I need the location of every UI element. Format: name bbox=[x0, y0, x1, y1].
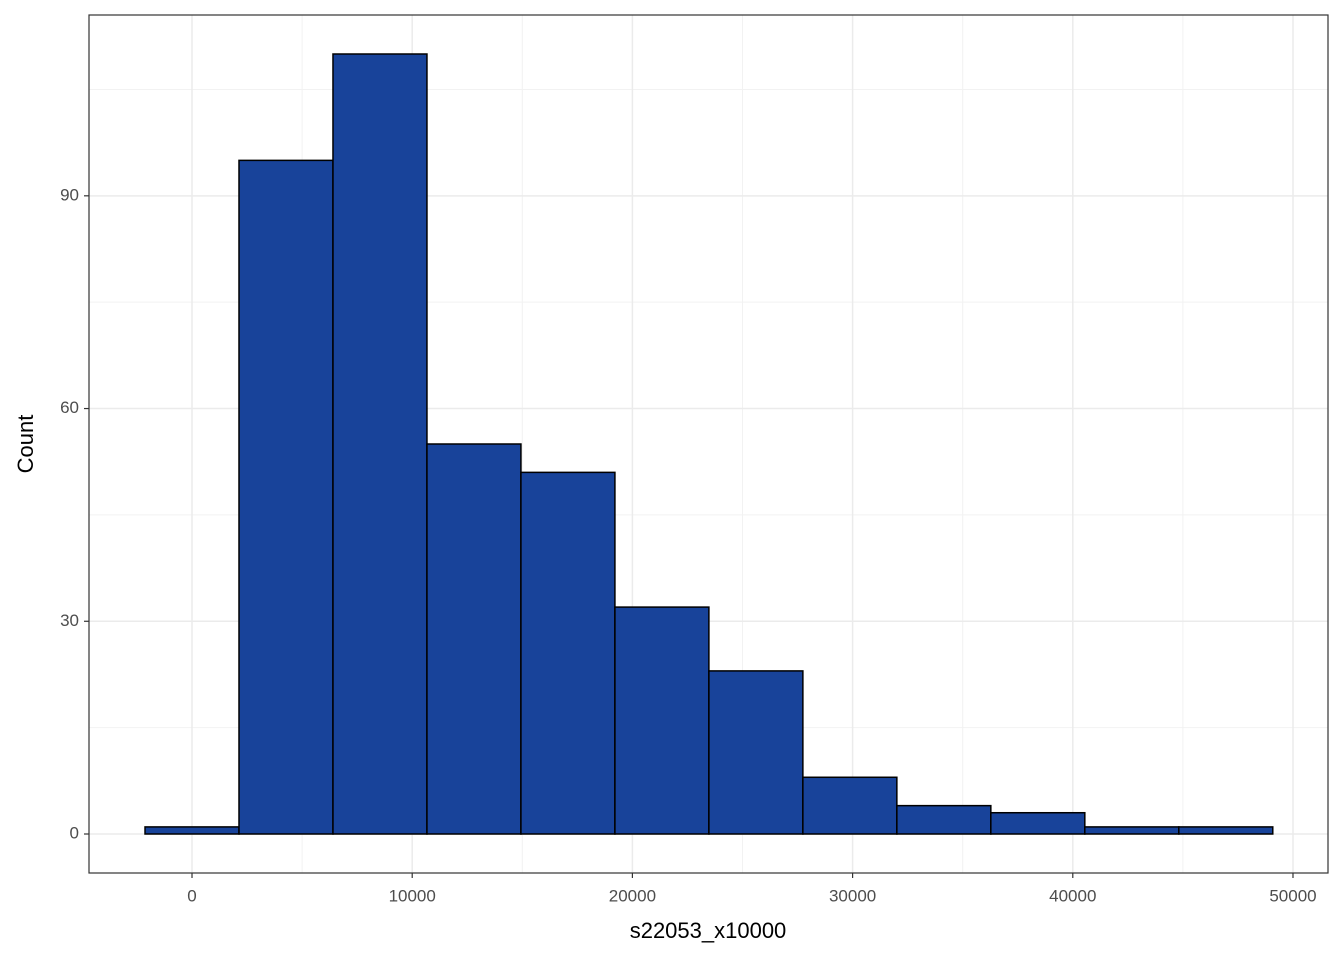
x-tick-label: 10000 bbox=[389, 886, 436, 905]
bar bbox=[520, 471, 616, 835]
bar bbox=[614, 606, 710, 835]
y-tick-label: 90 bbox=[60, 185, 79, 204]
bar bbox=[332, 53, 428, 835]
bar bbox=[238, 159, 334, 835]
y-tick-label: 60 bbox=[60, 398, 79, 417]
plot-border bbox=[88, 14, 1329, 874]
x-tick-label: 0 bbox=[187, 886, 196, 905]
bar bbox=[144, 826, 240, 835]
bar bbox=[426, 443, 522, 835]
bar bbox=[708, 670, 804, 835]
bar bbox=[802, 776, 898, 835]
x-tick-label: 20000 bbox=[609, 886, 656, 905]
bar bbox=[990, 811, 1086, 835]
bar bbox=[896, 804, 992, 835]
y-tick-label: 0 bbox=[70, 823, 79, 842]
bar bbox=[1178, 826, 1274, 835]
x-tick-label: 30000 bbox=[829, 886, 876, 905]
y-axis-title: Count bbox=[13, 415, 38, 474]
bar bbox=[1084, 826, 1180, 835]
x-axis-title: s22053_x10000 bbox=[630, 918, 787, 943]
y-tick-label: 30 bbox=[60, 611, 79, 630]
x-tick-label: 50000 bbox=[1269, 886, 1316, 905]
x-tick-label: 40000 bbox=[1049, 886, 1096, 905]
